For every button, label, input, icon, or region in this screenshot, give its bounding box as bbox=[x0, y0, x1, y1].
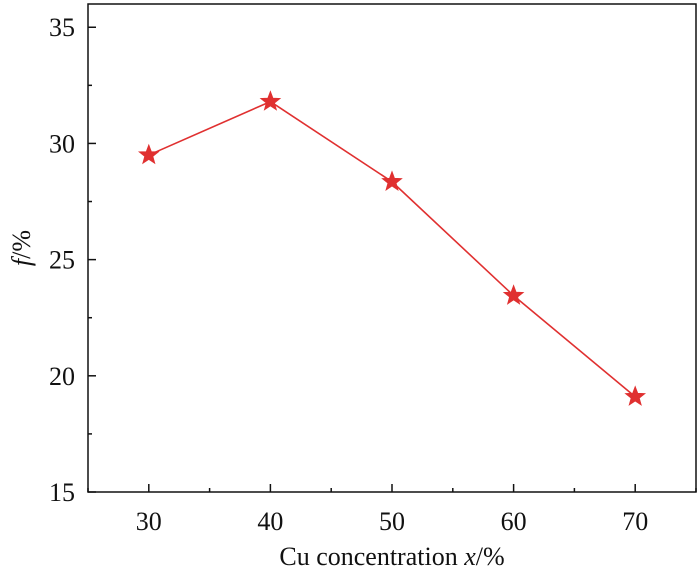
y-axis-label: f/% bbox=[7, 230, 36, 266]
x-tick-label: 70 bbox=[622, 507, 648, 536]
x-tick-label: 40 bbox=[257, 507, 283, 536]
series-line-segment bbox=[269, 100, 393, 183]
y-tick-label: 25 bbox=[49, 246, 75, 275]
x-tick-label: 50 bbox=[379, 507, 405, 536]
x-tick-label: 60 bbox=[501, 507, 527, 536]
series-line-segment bbox=[513, 295, 636, 398]
data-point bbox=[624, 385, 647, 406]
y-tick-label: 20 bbox=[49, 362, 75, 391]
y-axis-ticks: 15 20 25 30 35 bbox=[49, 13, 96, 507]
x-tick-label: 30 bbox=[136, 507, 162, 536]
plot-frame bbox=[87, 3, 697, 493]
data-point bbox=[502, 284, 525, 305]
series-line-segment bbox=[148, 100, 271, 156]
x-axis-ticks: 30 40 50 60 70 bbox=[87, 484, 697, 536]
y-tick-label: 35 bbox=[49, 13, 75, 42]
series-line-segment bbox=[391, 181, 515, 297]
series-lines bbox=[148, 100, 636, 398]
data-point bbox=[259, 90, 282, 111]
data-point bbox=[137, 143, 160, 165]
y-tick-label: 30 bbox=[49, 129, 75, 158]
data-point bbox=[381, 170, 403, 191]
series-points bbox=[137, 90, 647, 406]
y-tick-label: 15 bbox=[49, 478, 75, 507]
x-axis-label: Cu concentration x/% bbox=[279, 542, 504, 571]
